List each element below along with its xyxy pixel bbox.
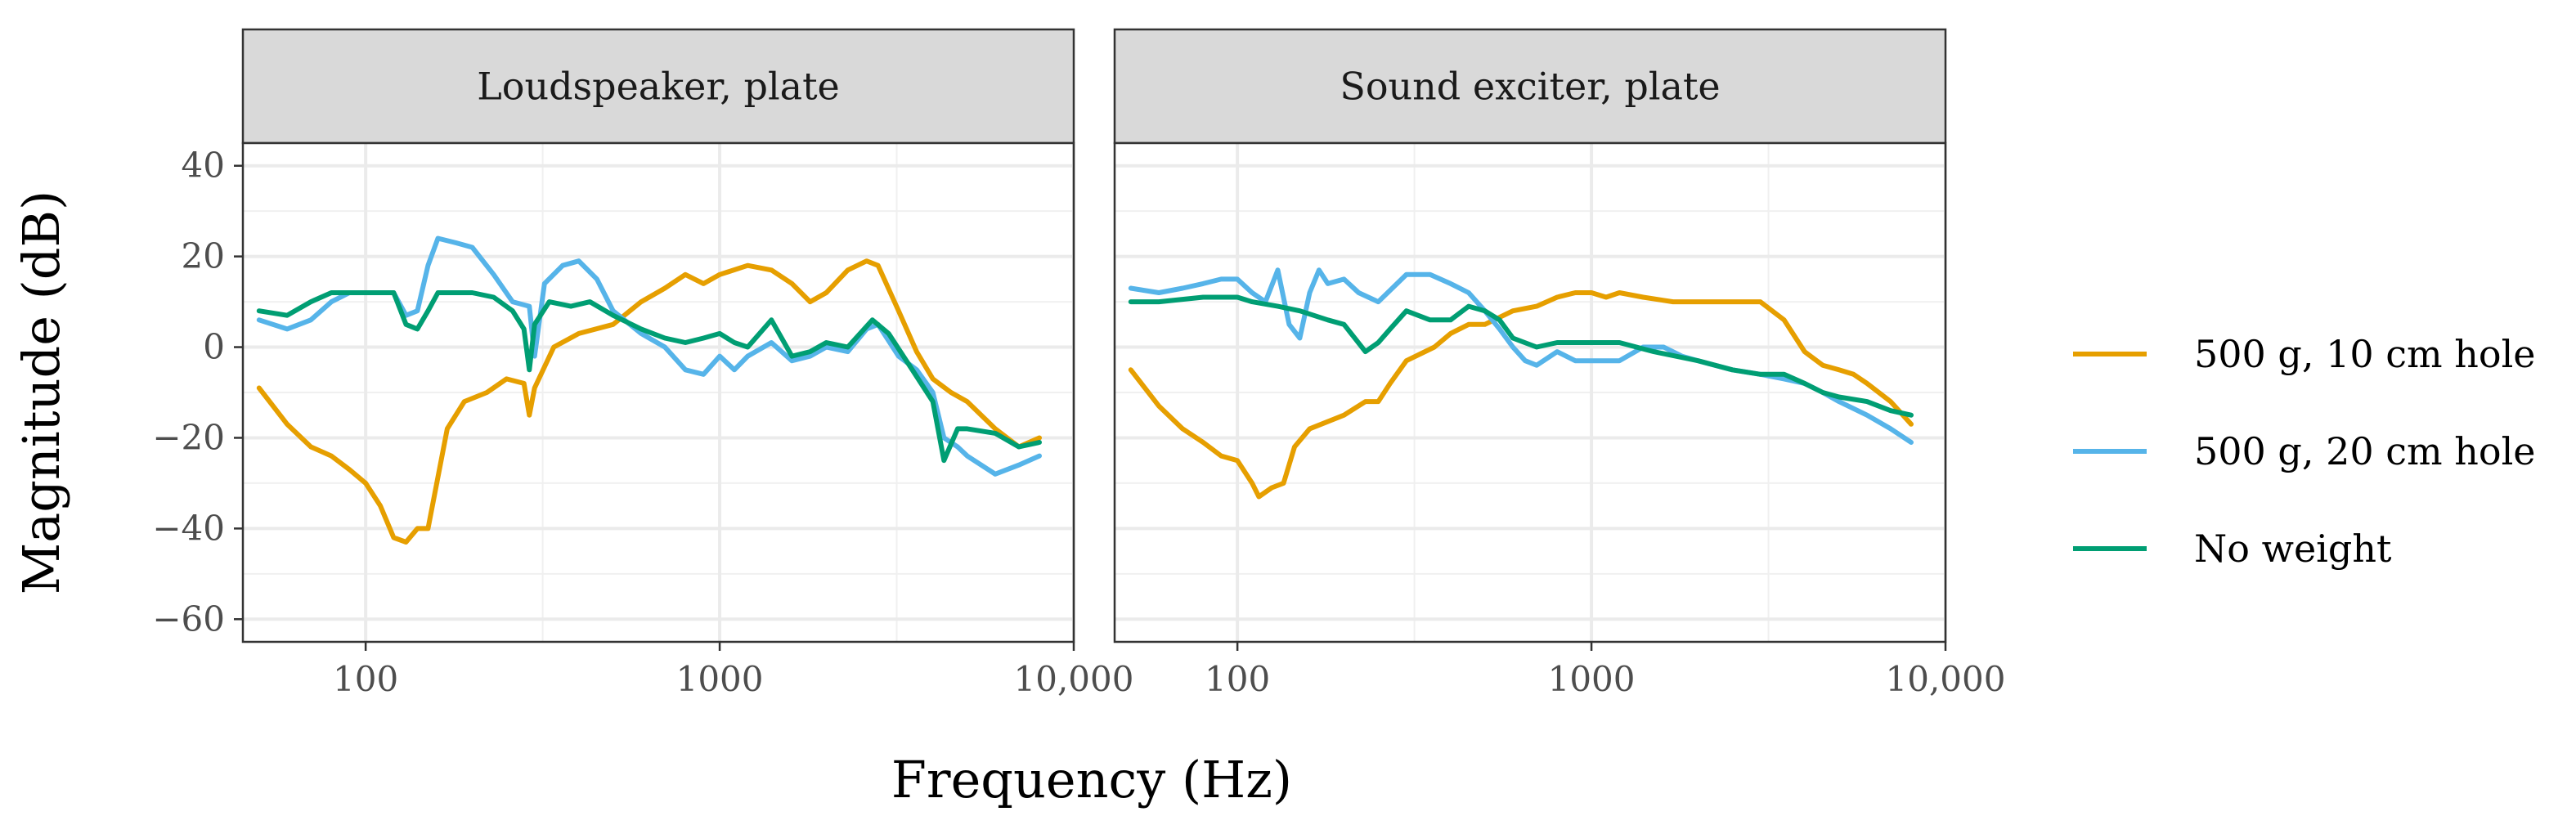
y-tick-label: 0 [203,327,225,367]
x-tick-label: 10,000 [1014,659,1134,699]
x-tick-label: 100 [333,659,398,699]
panel-border [241,141,1075,643]
series-line-no-weight [1128,294,1914,418]
y-tick-label: −40 [152,508,225,548]
y-axis-title: Magnitude (dB) [11,191,71,594]
facet-strip [1113,28,1947,145]
series-line-500-g-10-cm-hole [256,258,1042,545]
y-tick-label: −60 [152,599,225,639]
legend-label: 500 g, 10 cm hole [2194,332,2536,376]
x-tick-label: 1000 [1548,659,1636,699]
y-tick-label: −20 [152,417,225,457]
x-tick-label: 100 [1205,659,1270,699]
series-line-no-weight [256,290,1042,464]
y-tick-label: 20 [182,236,225,276]
series-line-500-g-10-cm-hole [1128,290,1914,500]
legend-label: 500 g, 20 cm hole [2194,429,2536,473]
facet-strip [241,28,1075,145]
facet-title: Sound exciter, plate [1340,65,1720,109]
panel-border [1113,141,1947,643]
legend: 500 g, 10 cm hole 500 g, 20 cm hole No wei… [2073,332,2536,571]
x-axis-title: Frequency (Hz) [891,750,1292,809]
x-tick-label: 1000 [676,659,764,699]
facet-title: Loudspeaker, plate [477,65,840,109]
legend-label: No weight [2194,527,2392,571]
x-tick-label: 10,000 [1886,659,2006,699]
y-tick-label: 40 [182,146,225,186]
panel-sound-exciter-plate: Sound exciter, plate 100 1000 10,000 [1113,28,2006,699]
panel-loudspeaker-plate: Loudspeaker, plate 100 1000 10,000 −60 −40 −20… [152,28,1134,699]
